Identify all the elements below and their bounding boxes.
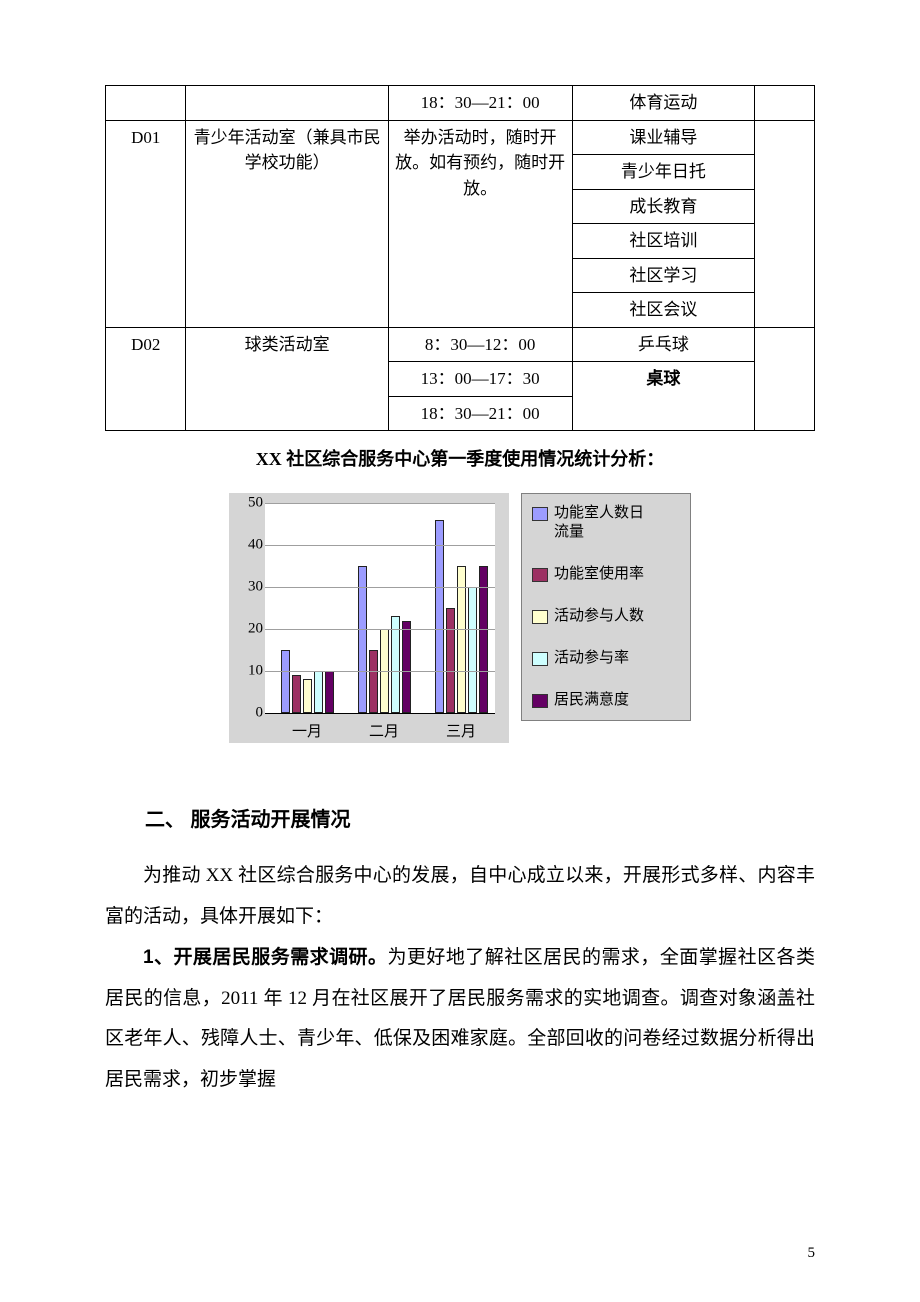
legend-item: 功能室人数日 流量: [532, 504, 680, 542]
x-tick-label: 三月: [431, 720, 491, 741]
cell-blank: [755, 86, 815, 121]
chart-container: 0 10 20 30 40 50 一月二月三月 功能室人数日 流量功能室使用率活动参与人数活…: [105, 493, 815, 743]
cell-activity: 青少年日托: [572, 155, 755, 190]
y-tick-label: 0: [229, 705, 263, 722]
bar: [457, 566, 466, 713]
gridline: [265, 671, 495, 672]
bar: [281, 650, 290, 713]
legend-swatch: [532, 694, 548, 708]
legend-label: 活动参与率: [554, 649, 629, 668]
cell-activity: 成长教育: [572, 189, 755, 224]
bar: [292, 675, 301, 713]
cell-activity: 体育运动: [572, 86, 755, 121]
paragraph-lead: 1、开展居民服务需求调研。: [143, 947, 387, 968]
bar: [468, 587, 477, 713]
legend-swatch: [532, 652, 548, 666]
cell-time: 18：30—21：00: [388, 396, 572, 431]
paragraph: 1、开展居民服务需求调研。为更好地了解社区居民的需求，全面掌握社区各类居民的信息…: [105, 938, 815, 1101]
plot-area: [265, 503, 495, 713]
legend-label: 活动参与人数: [554, 607, 644, 626]
bar: [446, 608, 455, 713]
cell-activity: 社区会议: [572, 293, 755, 328]
table-row: D01 青少年活动室（兼具市民学校功能） 举办活动时，随时开放。如有预约，随时开…: [106, 120, 815, 155]
cell-code: D02: [106, 327, 186, 431]
legend-label: 居民满意度: [554, 691, 629, 710]
cell-code: [106, 86, 186, 121]
cell-time: 8：30—12：00: [388, 327, 572, 362]
y-tick-label: 40: [229, 537, 263, 554]
cell-activity: 课业辅导: [572, 120, 755, 155]
table-row: D02 球类活动室 8：30—12：00 乒乓球: [106, 327, 815, 362]
bar: [314, 671, 323, 713]
cell-code: D01: [106, 120, 186, 327]
chart-legend: 功能室人数日 流量功能室使用率活动参与人数活动参与率居民满意度: [521, 493, 691, 721]
x-tick-label: 二月: [354, 720, 414, 741]
legend-label: 功能室使用率: [554, 565, 644, 584]
gridline: [265, 545, 495, 546]
bar: [391, 616, 400, 713]
paragraph: 为推动 XX 社区综合服务中心的发展，自中心成立以来，开展形式多样、内容丰富的活…: [105, 856, 815, 938]
cell-time: 13：00—17：30: [388, 362, 572, 397]
y-tick-label: 20: [229, 621, 263, 638]
x-tick-label: 一月: [277, 720, 337, 741]
y-tick-label: 30: [229, 579, 263, 596]
cell-blank: [755, 327, 815, 431]
legend-item: 功能室使用率: [532, 565, 680, 584]
y-tick-label: 50: [229, 495, 263, 512]
document-page: 18：30—21：00 体育运动 D01 青少年活动室（兼具市民学校功能） 举办…: [0, 0, 920, 1302]
gridline: [265, 629, 495, 630]
cell-activity: 乒乓球: [572, 327, 755, 362]
cell-activity: 桌球: [572, 362, 755, 431]
cell-room: [186, 86, 388, 121]
cell-room: 青少年活动室（兼具市民学校功能）: [186, 120, 388, 327]
cell-activity: 社区学习: [572, 258, 755, 293]
legend-item: 居民满意度: [532, 691, 680, 710]
bar: [479, 566, 488, 713]
legend-item: 活动参与率: [532, 649, 680, 668]
gridline: [265, 587, 495, 588]
cell-activity: 社区培训: [572, 224, 755, 259]
cell-time: 18：30—21：00: [388, 86, 572, 121]
chart-title: XX 社区综合服务中心第一季度使用情况统计分析：: [105, 445, 815, 471]
page-number: 5: [808, 1245, 816, 1262]
legend-swatch: [532, 507, 548, 521]
gridline: [265, 503, 495, 504]
bar: [402, 621, 411, 713]
bar: [325, 671, 334, 713]
table-row: 18：30—21：00 体育运动: [106, 86, 815, 121]
bar-chart: 0 10 20 30 40 50 一月二月三月: [229, 493, 509, 743]
schedule-table: 18：30—21：00 体育运动 D01 青少年活动室（兼具市民学校功能） 举办…: [105, 85, 815, 431]
legend-swatch: [532, 568, 548, 582]
bar: [358, 566, 367, 713]
legend-swatch: [532, 610, 548, 624]
cell-blank: [755, 120, 815, 327]
bar: [435, 520, 444, 713]
cell-time: 举办活动时，随时开放。如有预约，随时开放。: [388, 120, 572, 327]
legend-label: 功能室人数日 流量: [554, 504, 644, 542]
paragraph-rest: 为更好地了解社区居民的需求，全面掌握社区各类居民的信息，2011 年 12 月在…: [105, 947, 815, 1091]
bar: [369, 650, 378, 713]
section-heading: 二、 服务活动开展情况: [105, 803, 815, 832]
bar: [303, 679, 312, 713]
legend-item: 活动参与人数: [532, 607, 680, 626]
y-tick-label: 10: [229, 663, 263, 680]
cell-room: 球类活动室: [186, 327, 388, 431]
